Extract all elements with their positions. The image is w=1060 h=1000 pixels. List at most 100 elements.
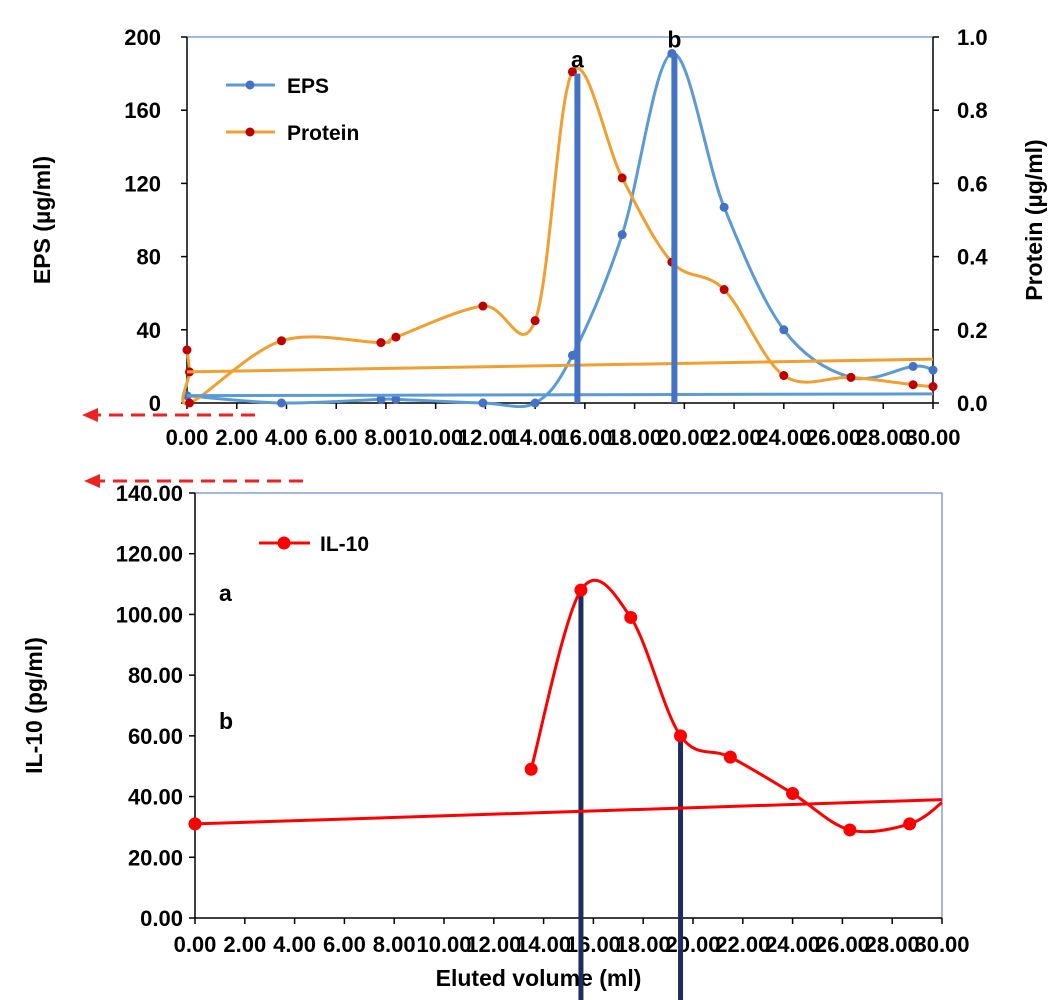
data-point-protein bbox=[478, 301, 488, 311]
top-left-tick-label: 40 bbox=[137, 318, 161, 343]
bottom-y-tick-label: 20.00 bbox=[128, 845, 183, 870]
il10-trend-line bbox=[194, 798, 943, 826]
bottom-y-tick-label: 100.00 bbox=[116, 602, 183, 627]
top-left-arrow-head bbox=[82, 408, 98, 422]
top-left-tick-label: 0 bbox=[149, 391, 161, 416]
data-point-protein bbox=[928, 382, 938, 392]
data-point-eps bbox=[719, 202, 729, 212]
top-x-tick-label: 8.00 bbox=[365, 425, 408, 450]
top-x-tick-label: 6.00 bbox=[315, 425, 358, 450]
bottom-x-tick-label: 6.00 bbox=[323, 932, 366, 957]
bottom-x-tick-label: 18.00 bbox=[616, 932, 671, 957]
bottom-y-axis-title: IL-10 (pg/ml) bbox=[21, 637, 47, 774]
data-point-eps bbox=[478, 398, 488, 408]
top-x-tick-label: 20.00 bbox=[657, 425, 712, 450]
top-right-tick-label: 1.0 bbox=[957, 25, 988, 50]
top-x-tick-label: 14.00 bbox=[508, 425, 563, 450]
side-label-a: a bbox=[219, 580, 232, 606]
bottom-plot-area bbox=[194, 492, 943, 919]
top-x-tick-label: 12.00 bbox=[458, 425, 513, 450]
top-left-tick-label: 80 bbox=[137, 245, 161, 270]
data-point-eps bbox=[276, 398, 286, 408]
bottom-x-tick-label: 28.00 bbox=[865, 932, 920, 957]
series-line-eps bbox=[186, 51, 934, 409]
top-left-axis-title: EPS (µg/ml) bbox=[29, 156, 55, 284]
top-right-tick-label: 0.6 bbox=[957, 171, 988, 196]
data-point-protein bbox=[617, 173, 627, 183]
side-label-b: b bbox=[219, 708, 233, 734]
peak-label-b: b bbox=[667, 26, 681, 52]
legend-label-protein: Protein bbox=[287, 122, 359, 145]
top-left-tick-label: 160 bbox=[124, 98, 161, 123]
bottom-x-tick-label: 16.00 bbox=[566, 932, 621, 957]
data-point-eps bbox=[530, 398, 540, 408]
top-x-tick-label: 0.00 bbox=[166, 425, 209, 450]
data-point-il10 bbox=[524, 762, 538, 776]
data-point-protein bbox=[391, 332, 401, 342]
series-line-protein bbox=[181, 66, 934, 406]
data-point-protein bbox=[779, 371, 789, 381]
bottom-x-tick-label: 22.00 bbox=[715, 932, 770, 957]
data-point-protein bbox=[719, 285, 729, 295]
bottom-x-tick-label: 26.00 bbox=[815, 932, 870, 957]
data-point-il10 bbox=[786, 787, 800, 801]
top-left-tick-label: 120 bbox=[124, 171, 161, 196]
data-point-protein bbox=[276, 336, 286, 346]
legend-label-il10: IL-10 bbox=[320, 533, 369, 556]
peak-label-a: a bbox=[571, 47, 584, 73]
bottom-x-tick-label: 10.00 bbox=[416, 932, 471, 957]
top-right-tick-label: 0.8 bbox=[957, 98, 988, 123]
top-x-tick-label: 30.00 bbox=[905, 425, 960, 450]
top-x-tick-label: 10.00 bbox=[408, 425, 463, 450]
bottom-x-tick-label: 14.00 bbox=[516, 932, 571, 957]
data-point-protein bbox=[376, 338, 386, 348]
bottom-x-tick-label: 0.00 bbox=[174, 932, 217, 957]
top-x-tick-label: 16.00 bbox=[557, 425, 612, 450]
bottom-y-tick-label: 40.00 bbox=[128, 785, 183, 810]
legend-marker-il10 bbox=[277, 536, 291, 550]
data-point-eps bbox=[779, 325, 789, 335]
data-point-protein bbox=[908, 380, 918, 390]
data-point-il10 bbox=[903, 817, 917, 831]
top-x-tick-label: 24.00 bbox=[756, 425, 811, 450]
bottom-x-tick-label: 12.00 bbox=[466, 932, 521, 957]
top-left-tick-label: 200 bbox=[124, 25, 161, 50]
bottom-y-tick-label: 80.00 bbox=[128, 663, 183, 688]
top-right-tick-label: 0.0 bbox=[957, 391, 988, 416]
data-point-il10 bbox=[843, 823, 857, 837]
bottom-x-tick-label: 30.00 bbox=[914, 932, 969, 957]
legend-marker-eps bbox=[245, 80, 255, 90]
top-x-tick-label: 2.00 bbox=[215, 425, 258, 450]
top-x-tick-label: 26.00 bbox=[806, 425, 861, 450]
bottom-left-arrow-head bbox=[84, 474, 100, 488]
bottom-y-tick-label: 0.00 bbox=[140, 906, 183, 931]
data-point-il10 bbox=[674, 729, 688, 743]
bottom-x-tick-label: 8.00 bbox=[373, 932, 416, 957]
series-line-il10 bbox=[529, 578, 943, 834]
data-point-protein bbox=[530, 316, 540, 326]
bottom-y-tick-label: 140.00 bbox=[116, 481, 183, 506]
data-point-eps bbox=[376, 394, 386, 404]
data-point-eps bbox=[617, 230, 627, 240]
bottom-x-tick-label: 4.00 bbox=[273, 932, 316, 957]
bottom-x-tick-label: 20.00 bbox=[665, 932, 720, 957]
top-x-tick-label: 18.00 bbox=[607, 425, 662, 450]
data-point-protein bbox=[182, 345, 192, 355]
bottom-y-tick-label: 120.00 bbox=[116, 542, 183, 567]
data-point-eps bbox=[908, 361, 918, 371]
data-point-protein bbox=[846, 372, 856, 382]
data-point-protein bbox=[184, 398, 194, 408]
bottom-y-tick-label: 60.00 bbox=[128, 724, 183, 749]
data-point-il10 bbox=[624, 610, 638, 624]
top-right-tick-label: 0.4 bbox=[957, 245, 988, 270]
bottom-x-axis-title: Eluted volume (ml) bbox=[436, 965, 642, 991]
data-point-eps bbox=[928, 365, 938, 375]
top-right-axis-title: Protein (µg/ml) bbox=[1021, 139, 1047, 300]
top-x-tick-label: 22.00 bbox=[707, 425, 762, 450]
data-point-il10 bbox=[723, 750, 737, 764]
legend-label-eps: EPS bbox=[287, 75, 329, 98]
top-right-tick-label: 0.2 bbox=[957, 318, 988, 343]
bottom-x-tick-label: 2.00 bbox=[223, 932, 266, 957]
top-x-tick-label: 4.00 bbox=[265, 425, 308, 450]
